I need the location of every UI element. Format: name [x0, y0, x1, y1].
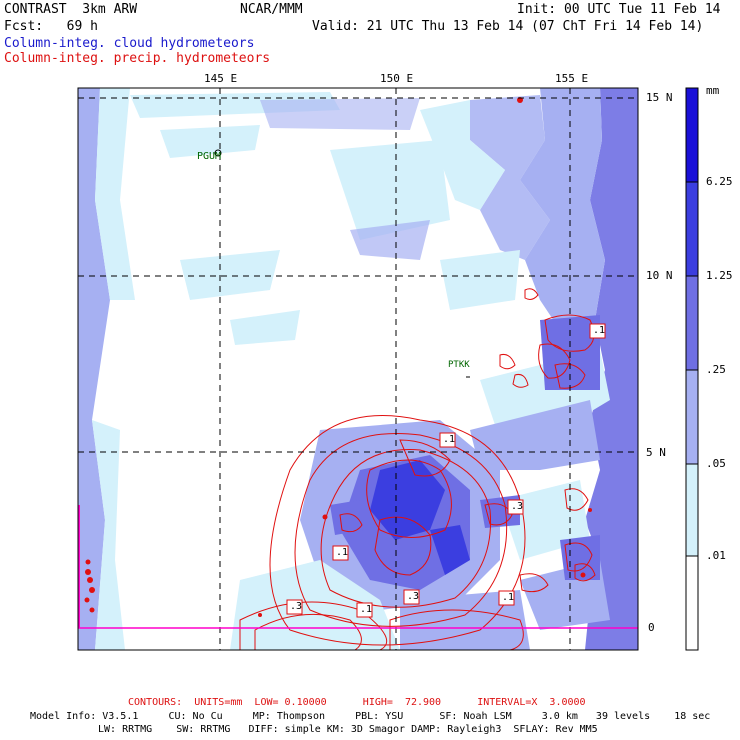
contour-label: .1 [443, 434, 456, 445]
colorbar-label: 1.25 [706, 269, 733, 282]
contour-info: CONTOURS: UNITS=mm LOW= 0.10000 HIGH= 72… [128, 697, 586, 708]
lon-label-155: 155 E [555, 72, 589, 85]
model-info-line2: LW: RRTMG SW: RRTMG DIFF: simple KM: 3D … [98, 724, 598, 735]
field-precip-label: Column-integ. precip. hydrometeors [4, 51, 271, 66]
station-marker-pgum [214, 149, 222, 157]
model-info-line1: Model Info: V3.5.1 CU: No Cu MP: Thompso… [30, 711, 711, 722]
contour-label-boxes [286, 323, 606, 618]
contour-label: .3 [511, 501, 524, 512]
lon-label-145: 145 E [204, 72, 238, 85]
station-label-pgum: PGUM [197, 151, 222, 162]
colorbar-label: .25 [706, 363, 726, 376]
colorbar-label: .01 [706, 549, 726, 562]
contour-label: .3 [407, 591, 420, 602]
field-cloud-label: Column-integ. cloud hydrometeors [4, 36, 255, 51]
contour-label: .3 [290, 601, 303, 612]
valid-time: Valid: 21 UTC Thu 13 Feb 14 (07 ChT Fri … [312, 19, 704, 34]
lat-label-0: 0 [648, 621, 655, 634]
lat-label-15n: 15 N [646, 91, 673, 104]
precip-dots [84, 97, 592, 617]
map-frame [77, 87, 639, 651]
colorbar-unit: mm [706, 84, 720, 97]
contour-label: .1 [360, 604, 373, 615]
contour-label: .1 [502, 592, 515, 603]
contour-label: .1 [593, 325, 606, 336]
precip-contours [239, 288, 596, 650]
lat-lon-grid [78, 88, 638, 650]
forecast-hour: Fcst: 69 h [4, 19, 98, 34]
contour-label: .1 [336, 547, 349, 558]
colorbar [685, 87, 699, 651]
model-title: CONTRAST 3km ARW [4, 2, 138, 17]
colorbar-label: 6.25 [706, 175, 733, 188]
colorbar-label: .05 [706, 457, 726, 470]
station-label-ptkk: PTKK [448, 360, 470, 370]
lat-label-10n: 10 N [646, 269, 673, 282]
org-label: NCAR/MMM [240, 2, 303, 17]
lat-label-5n: 5 N [646, 446, 666, 459]
lon-label-150: 150 E [380, 72, 414, 85]
cloud-field [78, 88, 638, 650]
init-time: Init: 00 UTC Tue 11 Feb 14 [517, 2, 721, 17]
